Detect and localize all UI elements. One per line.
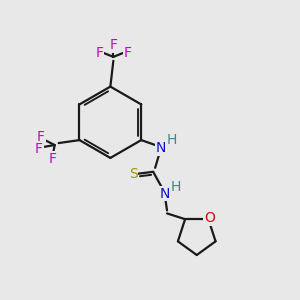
Text: F: F xyxy=(109,38,117,52)
Text: F: F xyxy=(35,142,43,156)
Text: F: F xyxy=(49,152,57,166)
Text: F: F xyxy=(37,130,45,144)
Text: H: H xyxy=(171,180,181,194)
Text: N: N xyxy=(156,141,166,155)
Text: F: F xyxy=(95,46,104,60)
Text: F: F xyxy=(123,46,131,60)
Text: S: S xyxy=(129,167,138,181)
Text: H: H xyxy=(167,133,177,147)
Text: O: O xyxy=(204,211,215,225)
Text: N: N xyxy=(160,187,170,201)
